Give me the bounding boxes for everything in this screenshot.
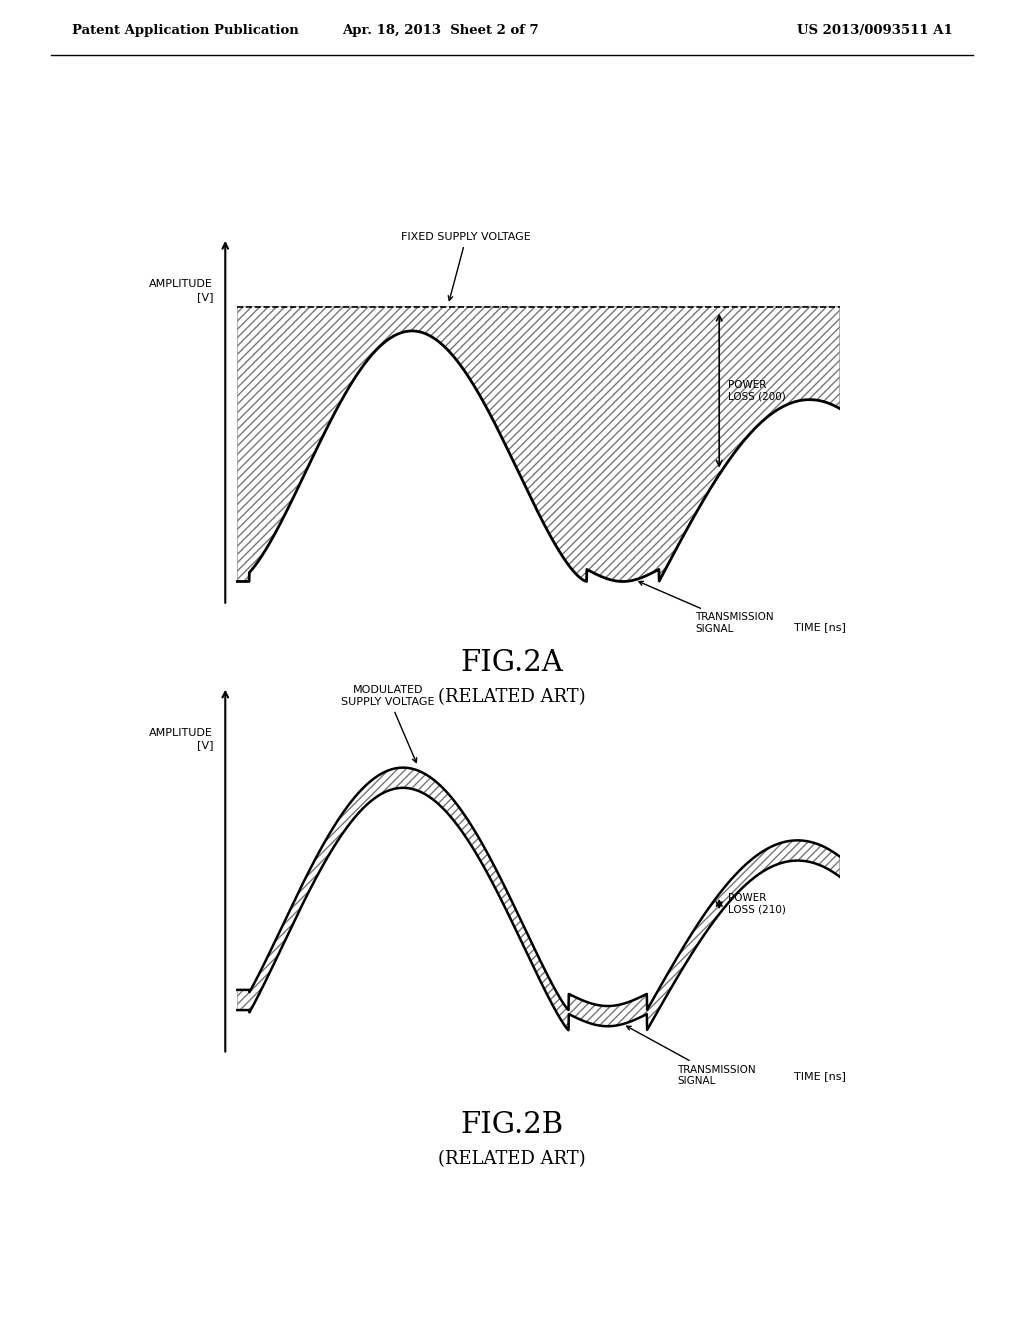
Text: TIME [ns]: TIME [ns] bbox=[794, 1071, 846, 1081]
Text: US 2013/0093511 A1: US 2013/0093511 A1 bbox=[797, 24, 952, 37]
Text: TRANSMISSION
SIGNAL: TRANSMISSION SIGNAL bbox=[639, 581, 774, 634]
Text: MODULATED
SUPPLY VOLTAGE: MODULATED SUPPLY VOLTAGE bbox=[341, 685, 434, 763]
Text: AMPLITUDE
[V]: AMPLITUDE [V] bbox=[150, 280, 213, 302]
Text: TRANSMISSION
SIGNAL: TRANSMISSION SIGNAL bbox=[627, 1026, 756, 1086]
Text: FIG.2B: FIG.2B bbox=[461, 1110, 563, 1139]
Text: (RELATED ART): (RELATED ART) bbox=[438, 1150, 586, 1168]
Text: FIXED SUPPLY VOLTAGE: FIXED SUPPLY VOLTAGE bbox=[401, 232, 531, 301]
Text: TIME [ns]: TIME [ns] bbox=[794, 622, 846, 632]
Text: FIG.2A: FIG.2A bbox=[461, 648, 563, 677]
Text: POWER
LOSS (200): POWER LOSS (200) bbox=[728, 380, 786, 401]
Text: POWER
LOSS (210): POWER LOSS (210) bbox=[728, 894, 786, 915]
Text: AMPLITUDE
[V]: AMPLITUDE [V] bbox=[150, 729, 213, 751]
Text: (RELATED ART): (RELATED ART) bbox=[438, 688, 586, 706]
Text: Patent Application Publication: Patent Application Publication bbox=[72, 24, 298, 37]
Text: Apr. 18, 2013  Sheet 2 of 7: Apr. 18, 2013 Sheet 2 of 7 bbox=[342, 24, 539, 37]
